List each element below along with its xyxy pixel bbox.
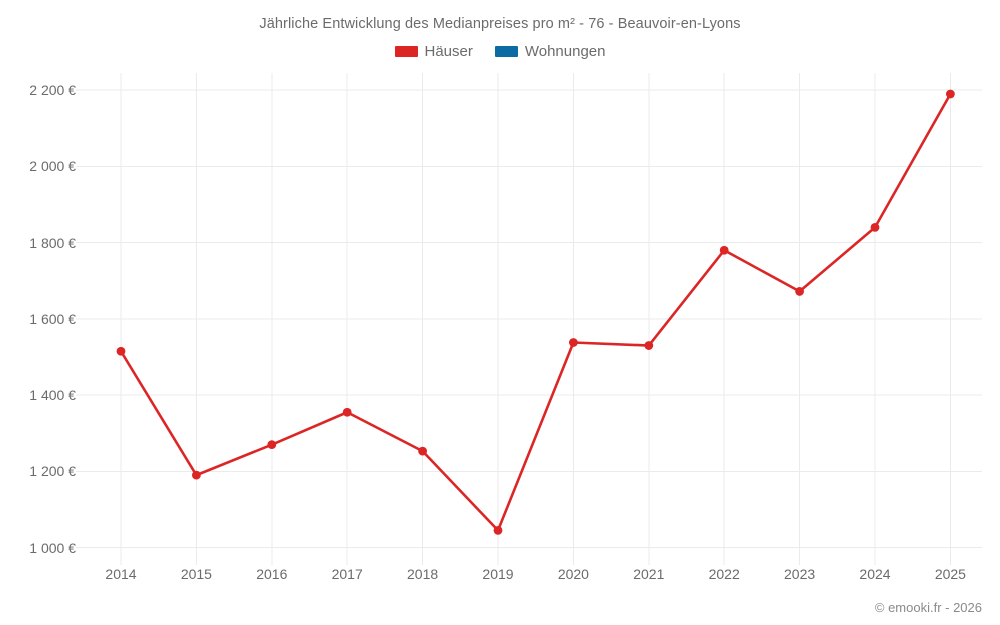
x-axis-tick-label: 2015 [180, 566, 212, 582]
data-point[interactable] [795, 287, 804, 296]
data-point[interactable] [946, 89, 955, 99]
data-point[interactable] [267, 440, 277, 450]
data-point[interactable] [870, 222, 880, 232]
legend-item-hauser[interactable]: Häuser [394, 43, 473, 60]
chart-title: Jährliche Entwicklung des Medianpreises … [259, 16, 741, 32]
y-axis-tick-label: 1 800 € [29, 234, 76, 251]
y-axis-tick-label: 2 000 € [29, 158, 76, 175]
x-axis-tick-label: 2024 [859, 566, 891, 582]
copyright-credit: © emooki.fr - 2026 [874, 600, 982, 615]
data-point[interactable] [116, 346, 126, 356]
x-axis-tick-label: 2023 [784, 566, 816, 582]
y-axis-tick-label: 1 600 € [29, 310, 76, 327]
x-axis-tick-label: 2021 [633, 566, 665, 582]
legend-swatch-hauser [394, 46, 418, 57]
plot-svg [76, 73, 982, 565]
x-axis-tick-label: 2016 [256, 566, 288, 582]
x-axis-labels: 2014 2015 2016 2017 2018 2019 2020 2021 2022 2023… [0, 566, 1000, 590]
data-point[interactable] [569, 338, 578, 347]
x-axis-tick-label: 2022 [708, 566, 740, 582]
x-axis-tick-label: 2019 [482, 566, 514, 582]
y-axis-tick-label: 1 000 € [29, 539, 76, 556]
y-axis-tick-label: 1 400 € [29, 387, 76, 404]
x-axis-tick-label: 2018 [407, 566, 439, 582]
data-point[interactable] [342, 407, 352, 417]
legend-label-wohnungen: Wohnungen [524, 43, 606, 60]
legend-label-hauser: Häuser [424, 43, 473, 60]
data-point[interactable] [192, 470, 201, 480]
chart-legend: Häuser Wohnungen [0, 43, 1000, 60]
legend-swatch-wohnungen [494, 46, 518, 57]
data-point[interactable] [719, 245, 729, 255]
x-axis-tick-label: 2014 [105, 566, 137, 582]
data-point[interactable] [418, 446, 427, 456]
x-axis-tick-label: 2020 [557, 566, 589, 582]
x-axis-tick-label: 2025 [934, 566, 966, 582]
x-axis-tick-label: 2017 [331, 566, 363, 582]
plot-area [76, 73, 982, 565]
y-axis-tick-label: 2 200 € [29, 82, 76, 99]
y-axis-labels: 1 000 € 1 200 € 1 400 € 1 600 € 1 800 € 2 000… [0, 0, 76, 625]
data-point[interactable] [644, 341, 654, 350]
series-line-0 [119, 92, 952, 532]
legend-item-wohnungen[interactable]: Wohnungen [494, 43, 606, 60]
y-axis-tick-label: 1 200 € [29, 463, 76, 480]
data-point[interactable] [493, 526, 503, 535]
